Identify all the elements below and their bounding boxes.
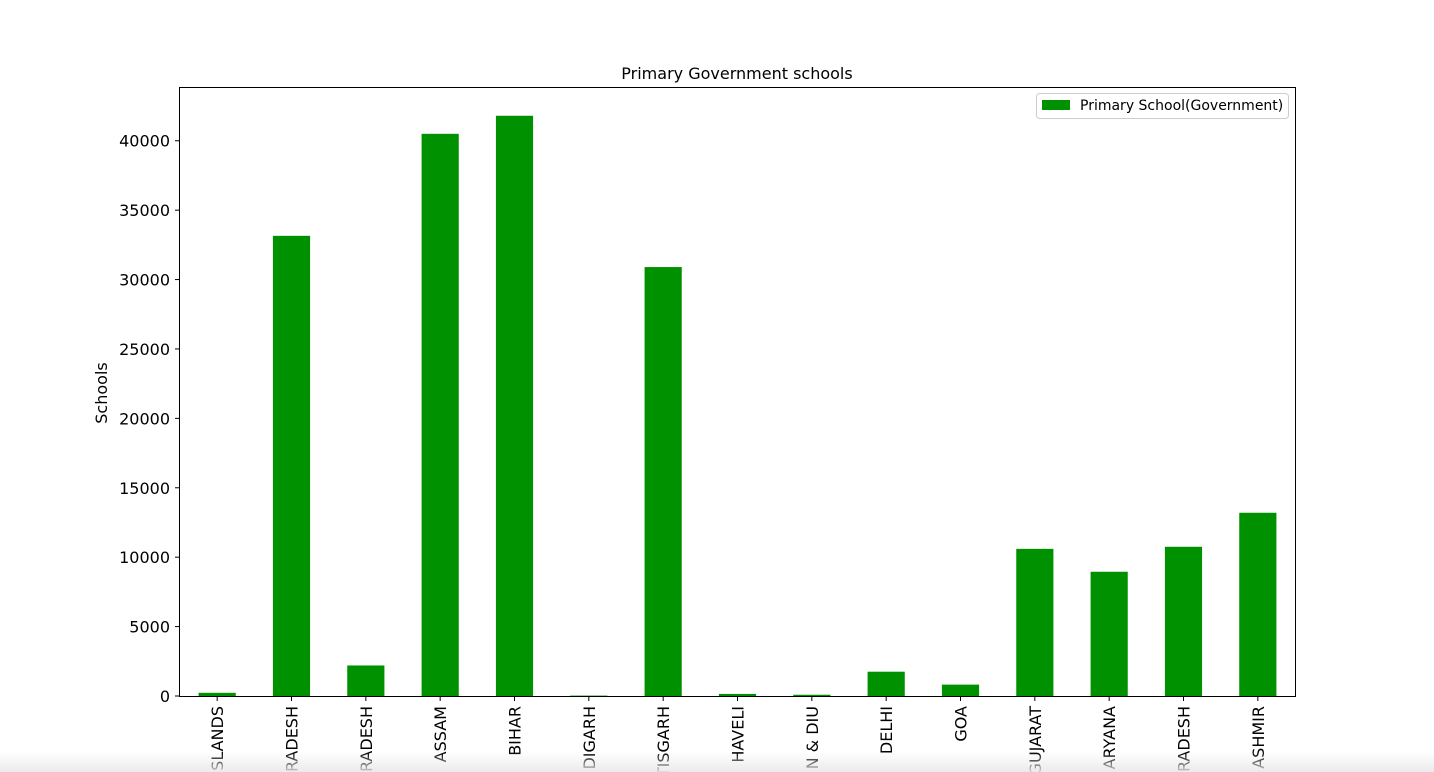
x-tick-label: GOA: [952, 706, 971, 742]
x-tick-label: GUJARAT: [1026, 706, 1045, 772]
bar: [941, 684, 980, 696]
y-tick-label: 15000: [119, 479, 170, 498]
y-tick-label: 10000: [119, 548, 170, 567]
legend-swatch: [1042, 100, 1070, 110]
x-tick-label: RADESH: [283, 706, 302, 772]
bar: [718, 693, 757, 696]
plot-frame: [179, 87, 1296, 697]
y-tick-label: 5000: [129, 618, 170, 637]
y-tick-label: 35000: [119, 201, 170, 220]
y-tick-label: 30000: [119, 271, 170, 290]
bar: [1090, 571, 1128, 696]
x-tick-label: ARYANA: [1100, 706, 1119, 769]
chart-title: Primary Government schools: [621, 64, 852, 83]
y-tick-label: 0: [160, 687, 170, 706]
x-tick-label: ISLANDS: [208, 706, 227, 772]
x-tick-label: DIGARH: [580, 706, 599, 770]
legend-label: Primary School(Government): [1080, 98, 1283, 114]
bar: [347, 665, 385, 696]
x-axis-ticks: ISLANDS RADESH RADESH ASSAM BIHAR DIGARH TISGA…: [208, 696, 1268, 772]
x-tick-label: TISGARH: [654, 706, 673, 772]
x-tick-label: HAVELI: [729, 706, 748, 763]
x-tick-label: BIHAR: [506, 706, 525, 756]
y-tick-label: 20000: [119, 409, 170, 428]
bars-group: [198, 115, 1277, 696]
x-tick-label: RADESH: [1175, 706, 1194, 772]
bar: [421, 133, 459, 696]
bar: [1016, 548, 1054, 696]
y-tick-label: 25000: [119, 340, 170, 359]
x-tick-label: RADESH: [357, 706, 376, 772]
bar: [272, 235, 311, 696]
bar: [793, 694, 831, 696]
y-axis-ticks: 0 5000 10000 15000 20000 25000 30000 35000 40000: [119, 132, 180, 706]
bar: [495, 115, 534, 696]
legend-box: [1036, 93, 1289, 119]
x-tick-label: N & DIU: [803, 706, 822, 769]
bar: [1164, 546, 1203, 696]
bar: [644, 267, 682, 696]
x-tick-label: DELHI: [877, 706, 896, 754]
bar: [867, 671, 905, 696]
bar: [198, 692, 236, 696]
bar: [1239, 512, 1277, 696]
y-tick-label: 40000: [119, 132, 170, 151]
legend: Primary School(Government): [1036, 93, 1289, 119]
x-tick-label: ASHMIR: [1249, 706, 1268, 769]
x-tick-label: ASSAM: [431, 706, 450, 762]
y-axis-label: Schools: [92, 362, 111, 423]
